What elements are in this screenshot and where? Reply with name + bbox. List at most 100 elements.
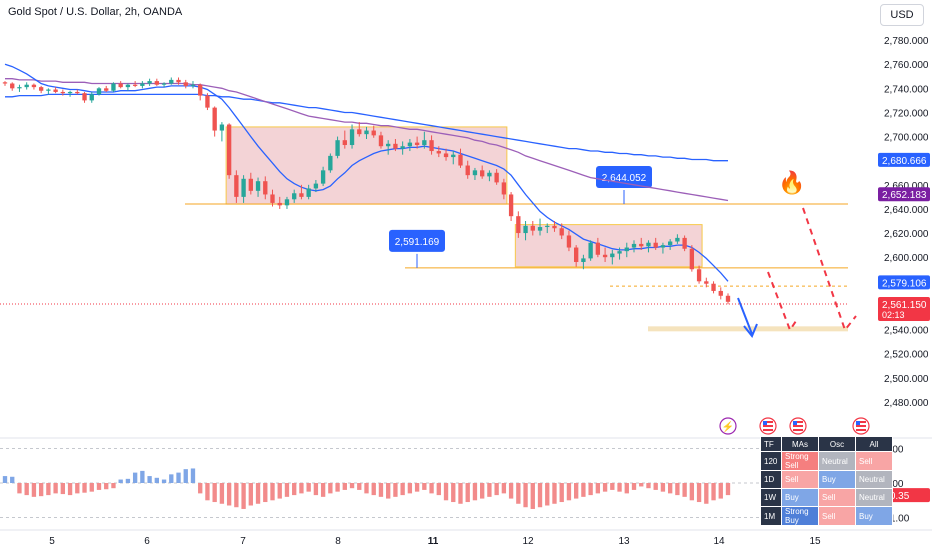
candle-body [284,199,290,206]
row-osc: Neutral [818,451,856,471]
osc-bar [545,483,550,506]
osc-bar [386,483,391,499]
candle [696,265,702,284]
row-osc: Buy [818,470,856,489]
row-tf: 120 [760,451,782,471]
candle-body [255,181,261,191]
candle [132,81,138,88]
candle [212,106,217,137]
candle-body [465,165,470,176]
candle-body [328,155,333,171]
y-tick-label: 2,480.000 [884,398,929,409]
candle-body [67,91,73,94]
osc-bar [595,483,601,494]
row-mas: Buy [781,488,819,507]
candle-body [75,91,80,94]
candle-body [320,170,326,184]
candle [111,82,116,92]
candle-body [675,237,680,242]
candle [17,84,22,92]
candle [566,230,572,252]
candle [371,125,376,138]
osc-bar [682,483,687,497]
row-tf: 1W [760,488,782,507]
signals-table: TF MAs Osc All 120 Strong Sell Neutral S… [760,436,893,526]
candle-body [132,84,138,86]
projection-path [802,207,857,333]
osc-bar [75,483,80,494]
candle-body [38,87,44,91]
candle [631,240,637,253]
candle [581,254,586,270]
osc-bar [154,477,159,483]
candle-body [545,225,550,228]
candle [378,131,384,149]
osc-bar [516,483,521,504]
osc-bar [111,483,116,489]
osc-bar [371,483,376,496]
currency-button[interactable]: USD [880,4,924,26]
fire-icon: 🔥 [778,170,805,195]
price-label-bg [878,187,930,202]
candle-body [588,242,593,259]
level-callout-upper: 2,644.052 [602,173,647,184]
ema-mid-line [5,78,729,202]
candle [516,211,521,238]
osc-bar [328,483,333,494]
candle-body [639,243,644,247]
ema-slow-line [5,93,728,162]
candle-body [169,79,174,84]
row-tf: 1M [760,506,782,526]
osc-bar [263,483,268,503]
down-arrow [737,297,753,335]
price-label-bg [878,275,930,290]
candle [523,221,528,241]
candle-body [53,89,58,92]
candle [414,136,420,149]
osc-bar [393,483,398,497]
candle [574,245,579,267]
osc-bar [161,479,167,483]
candle-body [393,143,398,149]
osc-bar [364,483,369,494]
candle-body [306,188,311,197]
osc-bar [132,472,138,483]
osc-bar [17,483,22,494]
y-tick-label: 2,600.000 [884,253,929,264]
x-tick-label: 12 [522,536,534,547]
candle-body [494,172,499,183]
candle-body [696,269,702,282]
candle-body [234,175,239,197]
candle-body [566,235,572,248]
candle [667,239,673,250]
us-flag-icon [759,417,777,435]
candle-body [82,93,87,101]
candle [335,136,340,159]
candle-body [10,83,15,89]
osc-bar [24,483,29,496]
candle-body [292,193,297,200]
price-label-bg [878,152,930,167]
candle-body [516,216,521,234]
candle-body [342,140,347,146]
candle-body [602,254,608,258]
candle [226,123,232,179]
candle-body [451,154,456,158]
candle-body [176,79,181,83]
osc-bar [653,483,658,490]
candle [313,179,319,193]
osc-bar [248,483,253,506]
candle-body [17,87,22,89]
candle-body [118,83,123,88]
candle [704,277,709,288]
candle-body [552,225,557,229]
row-all: Neutral [855,488,893,507]
y-tick-label: 2,540.000 [884,326,929,337]
osc-bar [212,483,217,503]
candle [183,79,188,89]
candle [198,83,203,101]
osc-bar [277,483,282,499]
x-tick-label: 11 [428,536,439,547]
osc-bar [631,483,637,490]
